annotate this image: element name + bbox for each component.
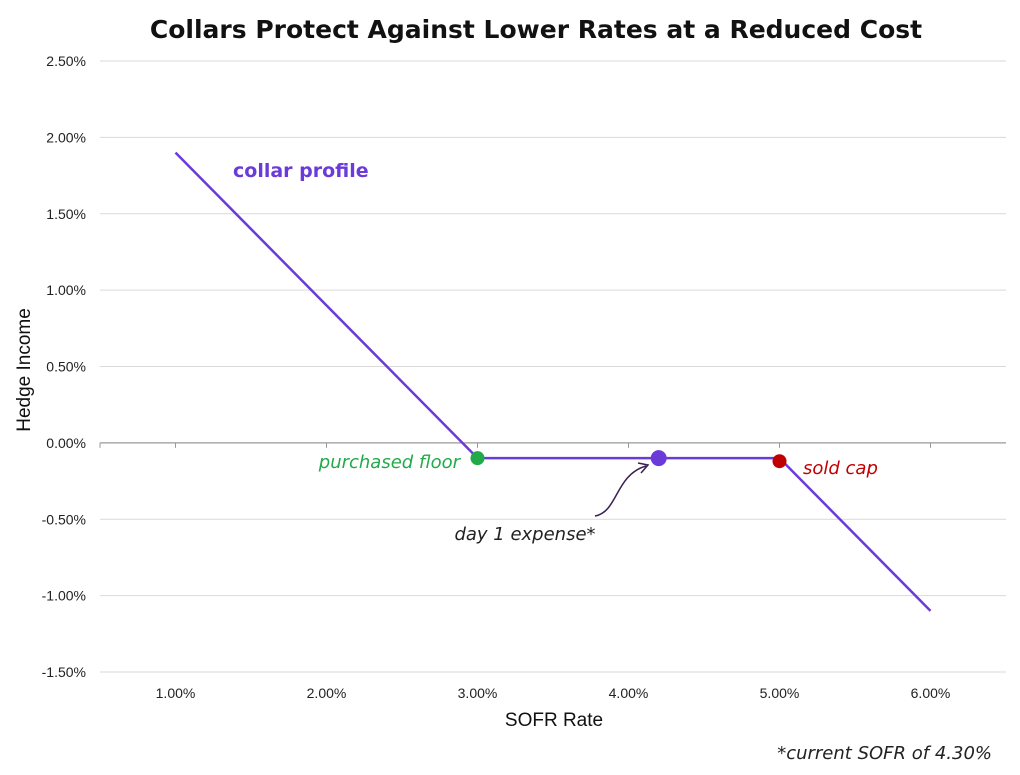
y-tick-label: -0.50% xyxy=(42,511,86,527)
point-sold-cap xyxy=(772,454,787,469)
series-line-collar-profile xyxy=(174,151,932,612)
point-purchased-floor xyxy=(470,451,485,466)
y-tick-label: 2.50% xyxy=(46,53,86,69)
y-tick-label: 0.50% xyxy=(46,359,86,375)
x-tick-label: 2.00% xyxy=(307,685,347,701)
points-layer xyxy=(470,450,787,469)
expense-label: day 1 expense* xyxy=(454,524,595,545)
expense-arrow xyxy=(594,465,647,517)
footnote: *current SOFR of 4.30% xyxy=(777,743,992,764)
x-tick-label: 3.00% xyxy=(458,685,498,701)
y-tick-label: -1.00% xyxy=(42,588,86,604)
y-tick-label: -1.50% xyxy=(42,664,86,680)
x-tick-label: 5.00% xyxy=(760,685,800,701)
x-tick-label: 6.00% xyxy=(911,685,951,701)
y-tick-label: 1.00% xyxy=(46,282,86,298)
x-tick-label: 4.00% xyxy=(609,685,649,701)
x-tick-label: 1.00% xyxy=(156,685,196,701)
chart-title: Collars Protect Against Lower Rates at a… xyxy=(150,15,922,44)
series-layer xyxy=(174,151,932,612)
floor-label: purchased floor xyxy=(318,452,462,473)
series-label-collar-profile: collar profile xyxy=(233,160,369,182)
y-tick-label: 1.50% xyxy=(46,206,86,222)
point-current-sofr xyxy=(650,450,667,467)
x-axis-label: SOFR Rate xyxy=(505,710,603,731)
gridlines xyxy=(99,60,1006,673)
cap-label: sold cap xyxy=(803,458,878,479)
y-tick-label: 0.00% xyxy=(46,435,86,451)
expense-arrowhead xyxy=(637,462,650,474)
y-tick-label: 2.00% xyxy=(46,129,86,145)
x-axis-ticks: 1.00% 2.00% 3.00% 4.00% 5.00% 6.00% xyxy=(156,685,951,701)
y-axis-ticks: 2.50% 2.00% 1.50% 1.00% 0.50% 0.00% -0.50% -1.0… xyxy=(42,53,86,680)
y-axis-label: Hedge Income xyxy=(14,308,35,432)
